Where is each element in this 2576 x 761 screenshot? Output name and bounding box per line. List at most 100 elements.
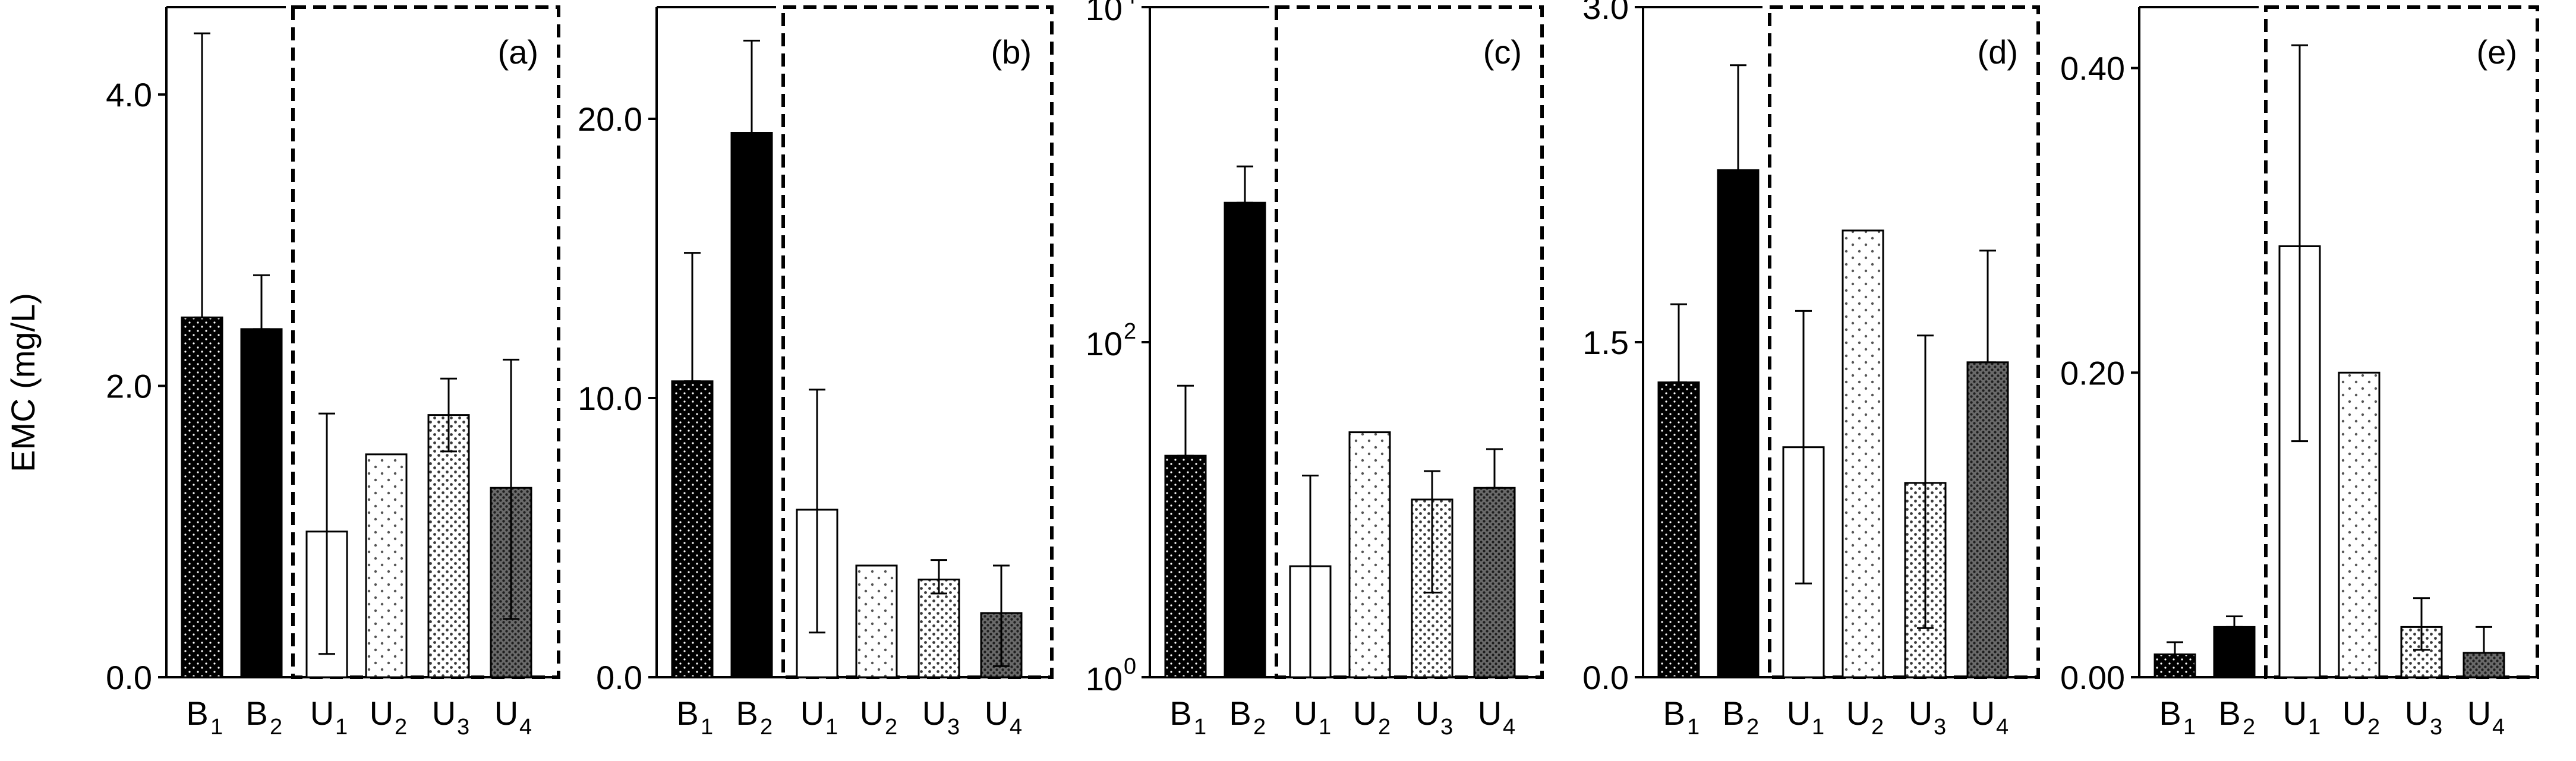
x-tick-label-subscript: 1 xyxy=(1319,715,1331,740)
y-tick-label: 0.20 xyxy=(2060,354,2125,391)
bar-b2 xyxy=(2213,626,2256,678)
x-tick-label-subscript: 3 xyxy=(2430,715,2442,740)
y-tick-label: 4.0 xyxy=(106,76,152,113)
x-tick-label-subscript: 2 xyxy=(1378,715,1391,740)
bar-u2 xyxy=(1842,229,1884,678)
dashed-urban-box xyxy=(1275,5,1544,679)
dashed-urban-box xyxy=(1768,5,2040,679)
panel-d: 0.01.53.0B 1 B 2 U 1 U 2 U 3 U 4(d) xyxy=(1582,0,2040,740)
x-tick-label-subscript: 1 xyxy=(701,715,713,740)
bar-b2 xyxy=(1224,201,1266,678)
x-tick-label: U xyxy=(2283,694,2307,732)
panels: 0.02.04.0B 1 B 2 U 1 U 2 U 3 U 4(a)0.010.020.0B 1 B 2 U… xyxy=(106,0,2539,740)
bar-u3 xyxy=(427,414,470,678)
bar-b1 xyxy=(671,380,714,678)
x-tick-label-subscript: 2 xyxy=(885,715,897,740)
panel-label: (d) xyxy=(1978,33,2018,71)
y-tick-label: 10.0 xyxy=(578,380,642,417)
bar-b2 xyxy=(730,132,773,678)
x-tick-label-subscript: 4 xyxy=(519,715,532,740)
panel-c: 100102104B1B2U1U2U3U4(c) xyxy=(1086,0,1544,740)
x-tick-label-subscript: 1 xyxy=(335,715,348,740)
panel-b: 0.010.020.0B 1 B 2 U 1 U 2 U 3 U 4(b) xyxy=(578,5,1054,740)
x-tick-label-subscript: 1 xyxy=(1687,715,1700,740)
x-tick-label-subscript: 2 xyxy=(270,715,282,740)
y-tick-label: 0.0 xyxy=(1582,659,1629,696)
y-tick-exponent: 4 xyxy=(1124,0,1136,9)
x-tick-label: U xyxy=(985,694,1008,732)
bar-b1 xyxy=(2154,653,2196,678)
x-tick-label: U xyxy=(1478,694,1502,732)
y-tick-label: 0.40 xyxy=(2060,50,2125,87)
x-tick-label: B xyxy=(1663,694,1685,732)
dashed-urban-box xyxy=(781,5,1054,679)
y-tick-label: 2.0 xyxy=(106,368,152,405)
x-tick-label: B xyxy=(676,694,698,732)
x-tick-label: U xyxy=(370,694,393,732)
x-tick-label: U xyxy=(1787,694,1811,732)
bar-u2 xyxy=(2338,371,2380,678)
bar-b1 xyxy=(1164,454,1207,678)
x-tick-label: B xyxy=(245,694,267,732)
x-tick-label-subscript: 3 xyxy=(1440,715,1453,740)
y-tick-label: 20.0 xyxy=(578,100,642,138)
x-tick-label: U xyxy=(922,694,946,732)
x-tick-label-subscript: 2 xyxy=(1871,715,1884,740)
bar-u4 xyxy=(1966,361,2009,678)
bar-u4 xyxy=(2463,652,2505,678)
x-tick-label: B xyxy=(736,694,758,732)
y-tick-label: 10 xyxy=(1086,0,1123,27)
x-tick-label: B xyxy=(1722,694,1744,732)
x-tick-label: U xyxy=(2467,694,2491,732)
y-tick-label: 0.0 xyxy=(106,659,152,696)
x-tick-label: U xyxy=(494,694,518,732)
x-tick-label-subscript: 2 xyxy=(2243,715,2255,740)
x-tick-label: B xyxy=(1229,694,1251,732)
x-tick-label-subscript: 2 xyxy=(2367,715,2380,740)
x-tick-label-subscript: 4 xyxy=(2492,715,2505,740)
x-tick-label: B xyxy=(1169,694,1191,732)
y-axis-label: EMC (mg/L) xyxy=(4,293,42,472)
x-tick-label-subscript: 1 xyxy=(210,715,223,740)
y-tick-exponent: 2 xyxy=(1124,319,1136,344)
bar-b1 xyxy=(1657,381,1700,678)
panel-label: (e) xyxy=(2477,33,2517,71)
x-tick-label: U xyxy=(860,694,884,732)
y-tick-exponent: 0 xyxy=(1124,654,1136,679)
x-tick-label: U xyxy=(1415,694,1439,732)
x-tick-label-subscript: 2 xyxy=(1253,715,1266,740)
bar-u2 xyxy=(1348,431,1391,678)
x-tick-label: B xyxy=(186,694,208,732)
x-tick-label-subscript: 3 xyxy=(947,715,960,740)
panel-e: 0.000.200.40B 1 B 2 U 1 U 2 U 3 U 4(e) xyxy=(2060,5,2539,740)
x-tick-label: U xyxy=(1353,694,1377,732)
x-tick-label-subscript: 3 xyxy=(1934,715,1946,740)
y-tick-label: 10 xyxy=(1086,660,1123,697)
x-tick-label: U xyxy=(2405,694,2429,732)
x-tick-label-subscript: 3 xyxy=(457,715,469,740)
x-tick-label: U xyxy=(310,694,334,732)
x-tick-label-subscript: 1 xyxy=(2183,715,2196,740)
y-tick-label: 0.0 xyxy=(596,659,642,696)
dashed-urban-box xyxy=(291,5,560,679)
x-tick-label-subscript: 2 xyxy=(1746,715,1759,740)
x-tick-label: U xyxy=(800,694,824,732)
panel-label: (c) xyxy=(1483,33,1522,71)
x-tick-label-subscript: 1 xyxy=(2308,715,2320,740)
x-tick-label-subscript: 2 xyxy=(395,715,407,740)
x-tick-label: U xyxy=(1846,694,1870,732)
x-tick-label-subscript: 4 xyxy=(1503,715,1515,740)
bar-b1 xyxy=(181,316,223,678)
bar-b2 xyxy=(1717,169,1760,678)
y-tick-label: 0.00 xyxy=(2060,659,2125,696)
x-tick-label-subscript: 1 xyxy=(1812,715,1824,740)
x-tick-label: U xyxy=(1909,694,1932,732)
bar-b2 xyxy=(240,328,283,678)
bar-u2 xyxy=(855,564,898,678)
panel-a: 0.02.04.0B 1 B 2 U 1 U 2 U 3 U 4(a) xyxy=(106,5,560,740)
x-tick-label: U xyxy=(1294,694,1317,732)
bar-u3 xyxy=(917,579,960,678)
x-tick-label: U xyxy=(2342,694,2366,732)
